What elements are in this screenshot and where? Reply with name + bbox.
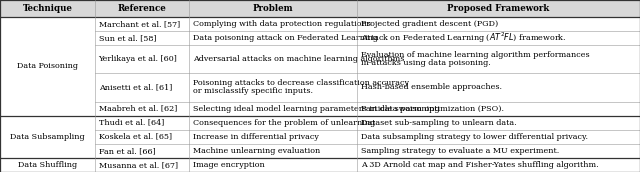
Text: Machine unlearning evaluation: Machine unlearning evaluation bbox=[193, 147, 320, 155]
Text: Data poisoning attack on Federated Learning: Data poisoning attack on Federated Learn… bbox=[193, 34, 378, 42]
Text: Marchant et al. [57]: Marchant et al. [57] bbox=[99, 20, 180, 28]
Text: Koskela et al. [65]: Koskela et al. [65] bbox=[99, 133, 172, 141]
Text: Thudi et al. [64]: Thudi et al. [64] bbox=[99, 119, 164, 127]
Text: Data Subsampling: Data Subsampling bbox=[10, 133, 84, 141]
Text: Problem: Problem bbox=[253, 4, 293, 13]
Text: Data subsampling strategy to lower differential privacy.: Data subsampling strategy to lower diffe… bbox=[361, 133, 588, 141]
Text: Projected gradient descent (PGD): Projected gradient descent (PGD) bbox=[361, 20, 498, 28]
Text: Musanna et al. [67]: Musanna et al. [67] bbox=[99, 161, 178, 169]
Text: Sun et al. [58]: Sun et al. [58] bbox=[99, 34, 156, 42]
Text: Evaluation of machine learning algorithm performances: Evaluation of machine learning algorithm… bbox=[361, 51, 589, 59]
Text: Increase in differential privacy: Increase in differential privacy bbox=[193, 133, 319, 141]
Text: or misclassify specific inputs.: or misclassify specific inputs. bbox=[193, 87, 312, 95]
Text: Complying with data protection regulations: Complying with data protection regulatio… bbox=[193, 20, 371, 28]
Text: Sampling strategy to evaluate a MU experiment.: Sampling strategy to evaluate a MU exper… bbox=[361, 147, 559, 155]
Text: Proposed Framework: Proposed Framework bbox=[447, 4, 550, 13]
Text: Hash-based ensemble approaches.: Hash-based ensemble approaches. bbox=[361, 83, 502, 91]
Text: Maabreh et al. [62]: Maabreh et al. [62] bbox=[99, 105, 177, 112]
Text: Consequences for the problem of unlearning: Consequences for the problem of unlearni… bbox=[193, 119, 375, 127]
Text: Reference: Reference bbox=[117, 4, 166, 13]
Text: Image encryption: Image encryption bbox=[193, 161, 264, 169]
Text: Technique: Technique bbox=[22, 4, 72, 13]
Text: Data Poisoning: Data Poisoning bbox=[17, 62, 78, 70]
Text: Adversarial attacks on machine learning algorithms: Adversarial attacks on machine learning … bbox=[193, 55, 404, 63]
Text: Attack on Federated Learning ($\mathit{AT^2FL}$) framework.: Attack on Federated Learning ($\mathit{A… bbox=[361, 31, 566, 45]
Text: Poisoning attacks to decrease classification accuracy: Poisoning attacks to decrease classifica… bbox=[193, 79, 409, 88]
Text: Data Shuffling: Data Shuffling bbox=[18, 161, 77, 169]
Text: Yerlikaya et al. [60]: Yerlikaya et al. [60] bbox=[99, 55, 177, 63]
Text: Particle swarm optimization (PSO).: Particle swarm optimization (PSO). bbox=[361, 105, 504, 112]
Text: Dataset sub-sampling to unlearn data.: Dataset sub-sampling to unlearn data. bbox=[361, 119, 516, 127]
Text: in attacks using data poisoning.: in attacks using data poisoning. bbox=[361, 59, 491, 67]
Bar bbox=[0, 0, 640, 17]
Text: Anisetti et al. [61]: Anisetti et al. [61] bbox=[99, 83, 172, 91]
Text: Fan et al. [66]: Fan et al. [66] bbox=[99, 147, 156, 155]
Text: Selecting ideal model learning parameters in data poisoning: Selecting ideal model learning parameter… bbox=[193, 105, 439, 112]
Text: A 3D Arnold cat map and Fisher-Yates shuffling algorithm.: A 3D Arnold cat map and Fisher-Yates shu… bbox=[361, 161, 598, 169]
